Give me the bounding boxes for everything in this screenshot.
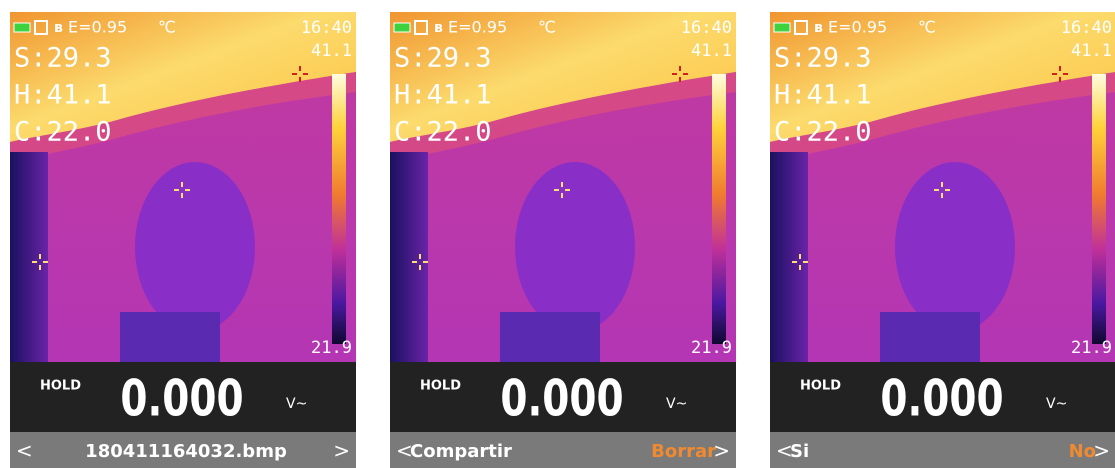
reading: 0.000 — [500, 369, 623, 428]
left-label[interactable]: Si — [790, 441, 809, 462]
cool-object-base — [880, 312, 980, 362]
mode: V~ — [1046, 396, 1067, 412]
battery-icon — [13, 22, 31, 33]
reading: 0.000 — [120, 369, 243, 428]
readout-panel — [390, 362, 736, 432]
temp-h: H:41.1 — [394, 80, 492, 111]
scale-bar — [1092, 74, 1106, 344]
scale-min: 21.9 — [1071, 338, 1112, 358]
device-screen: ʙ E=0.95 ℃ 16:40 41.1 21.9 S:29.3 H:41.1 C:22.0 H… — [390, 12, 736, 468]
warm-edge — [390, 72, 736, 162]
unit: ℃ — [538, 18, 556, 37]
right-label[interactable]: No — [1069, 441, 1096, 462]
bluetooth-icon: ʙ — [814, 20, 823, 36]
scale-max: 41.1 — [1071, 41, 1112, 61]
left-arrow: < — [16, 439, 33, 463]
emissivity: E=0.95 — [828, 18, 887, 37]
bluetooth-icon: ʙ — [434, 20, 443, 36]
temp-c: C:22.0 — [774, 117, 872, 148]
temp-c: C:22.0 — [394, 117, 492, 148]
scale-bar — [332, 74, 346, 344]
temp-h: H:41.1 — [774, 80, 872, 111]
emissivity: E=0.95 — [68, 18, 127, 37]
save-icon — [414, 20, 428, 35]
hold: HOLD — [420, 379, 461, 394]
temp-h: H:41.1 — [14, 80, 112, 111]
bottom-bar — [390, 432, 736, 468]
time: 16:40 — [681, 18, 732, 38]
time: 16:40 — [301, 18, 352, 38]
readout-panel — [770, 362, 1115, 432]
hot-region — [10, 12, 356, 142]
temp-c: C:22.0 — [14, 117, 112, 148]
bottom-bar — [10, 432, 356, 468]
unit: ℃ — [918, 18, 936, 37]
scale-bar — [712, 74, 726, 344]
device-screen: ʙ E=0.95 ℃ 16:40 41.1 21.9 S:29.3 H:41.1 C:22.0 H… — [10, 12, 356, 468]
right-label[interactable]: Borrar — [651, 441, 716, 462]
battery-icon — [393, 22, 411, 33]
scale-min: 21.9 — [691, 338, 732, 358]
battery-icon — [773, 22, 791, 33]
unit: ℃ — [158, 18, 176, 37]
left-arrow: < — [396, 439, 413, 463]
right-arrow: > — [1093, 439, 1110, 463]
cool-object-base — [120, 312, 220, 362]
warm-edge — [770, 72, 1115, 162]
hot-region — [770, 12, 1115, 142]
cold-strip — [390, 152, 428, 362]
cool-object — [895, 162, 1015, 332]
mode: V~ — [666, 396, 687, 412]
cool-object-base — [500, 312, 600, 362]
temp-s: S:29.3 — [14, 43, 112, 74]
cool-object — [135, 162, 255, 332]
hold: HOLD — [800, 379, 841, 394]
left-arrow: < — [776, 439, 793, 463]
bottom-bar — [770, 432, 1115, 468]
scale-min: 21.9 — [311, 338, 352, 358]
save-icon — [794, 20, 808, 35]
hold: HOLD — [40, 379, 81, 394]
hot-region — [390, 12, 736, 142]
warm-edge — [10, 72, 356, 162]
temp-s: S:29.3 — [394, 43, 492, 74]
mode: V~ — [286, 396, 307, 412]
readout-panel — [10, 362, 356, 432]
scale-max: 41.1 — [691, 41, 732, 61]
cold-strip — [770, 152, 808, 362]
file-name: 180411164032.bmp — [85, 441, 287, 462]
time: 16:40 — [1061, 18, 1112, 38]
emissivity: E=0.95 — [448, 18, 507, 37]
left-label[interactable]: Compartir — [410, 441, 512, 462]
cool-object — [515, 162, 635, 332]
temp-s: S:29.3 — [774, 43, 872, 74]
bluetooth-icon: ʙ — [54, 20, 63, 36]
right-arrow: > — [333, 439, 350, 463]
reading: 0.000 — [880, 369, 1003, 428]
scale-max: 41.1 — [311, 41, 352, 61]
save-icon — [34, 20, 48, 35]
cold-strip — [10, 152, 48, 362]
right-arrow: > — [713, 439, 730, 463]
device-screen: ʙ E=0.95 ℃ 16:40 41.1 21.9 S:29.3 H:41.1 C:22.0 H… — [770, 12, 1115, 468]
